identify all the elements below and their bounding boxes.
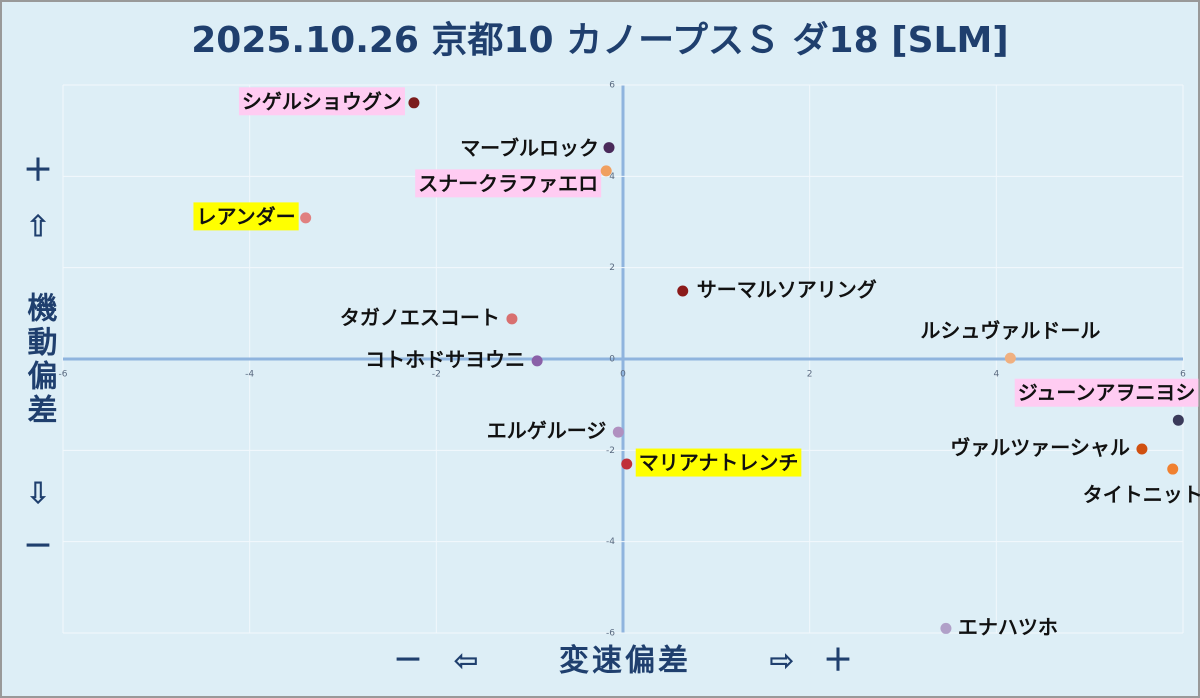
point bbox=[621, 458, 633, 470]
point bbox=[1167, 463, 1179, 475]
y-down-arrow: ⇩ bbox=[25, 477, 50, 512]
label-highlight bbox=[415, 169, 602, 198]
x-left-arrow: ⇦ bbox=[453, 644, 478, 679]
x-minus-sign: － bbox=[393, 644, 423, 679]
point bbox=[1004, 352, 1016, 364]
point-label: タイトニット bbox=[1083, 483, 1200, 507]
y-tick-label: 2 bbox=[609, 263, 615, 273]
point bbox=[1136, 443, 1148, 455]
point bbox=[300, 212, 312, 224]
point-label: ジューンアヲニヨシ bbox=[1018, 381, 1196, 405]
label-highlight bbox=[635, 448, 802, 477]
point-label: タガノエスコート bbox=[340, 305, 500, 329]
y-tick-label: 0 bbox=[609, 355, 615, 365]
x-tick-label: -6 bbox=[59, 370, 68, 380]
point-label: ヴァルツァーシャル bbox=[950, 435, 1130, 459]
y-tick-label: 6 bbox=[609, 81, 615, 91]
point bbox=[531, 355, 543, 367]
x-tick-label: 2 bbox=[807, 370, 813, 380]
x-axis-label: 変速偏差 bbox=[559, 644, 691, 679]
point-label: スナークラファエロ bbox=[418, 171, 598, 195]
y-minus-sign: － bbox=[23, 530, 53, 565]
x-plus-sign: ＋ bbox=[823, 644, 853, 679]
x-right-arrow: ⇨ bbox=[769, 644, 794, 679]
point-label: エナハツホ bbox=[958, 615, 1058, 639]
point bbox=[408, 97, 420, 109]
point-label: レアンダー bbox=[196, 204, 295, 228]
x-tick-label: -2 bbox=[432, 370, 441, 380]
y-tick-label: 4 bbox=[609, 172, 615, 182]
y-plus-sign: ＋ bbox=[23, 154, 53, 189]
label-highlight bbox=[1014, 378, 1199, 407]
point bbox=[612, 426, 624, 438]
point bbox=[506, 313, 518, 325]
point-label: マーブルロック bbox=[460, 136, 599, 160]
point-label: エルゲルージ bbox=[487, 419, 607, 443]
point-label: マリアナトレンチ bbox=[639, 451, 799, 475]
point-label: ルシュヴァルドール bbox=[920, 319, 1100, 343]
y-axis-label: 機動偏差 bbox=[22, 292, 58, 428]
point-label: コトホドサヨウニ bbox=[365, 347, 525, 371]
y-up-arrow: ⇧ bbox=[25, 210, 50, 245]
point-label: シゲルショウグン bbox=[242, 89, 402, 113]
point bbox=[603, 142, 615, 154]
y-tick-label: -4 bbox=[606, 537, 615, 547]
y-tick-label: -2 bbox=[606, 446, 615, 456]
point bbox=[1172, 414, 1184, 426]
x-tick-label: -4 bbox=[245, 370, 254, 380]
point bbox=[940, 622, 952, 634]
label-highlight bbox=[193, 202, 299, 231]
chart-title: 2025.10.26 京都10 カノープスＳ ダ18 [SLM] bbox=[191, 19, 1009, 61]
y-tick-label: -6 bbox=[606, 629, 615, 639]
point bbox=[677, 285, 689, 297]
x-tick-label: 6 bbox=[1180, 370, 1186, 380]
x-tick-label: 4 bbox=[993, 370, 999, 380]
x-tick-label: 0 bbox=[620, 370, 626, 380]
label-highlight bbox=[238, 87, 405, 116]
point bbox=[600, 165, 612, 177]
point-label: サーマルソアリング bbox=[697, 277, 877, 301]
